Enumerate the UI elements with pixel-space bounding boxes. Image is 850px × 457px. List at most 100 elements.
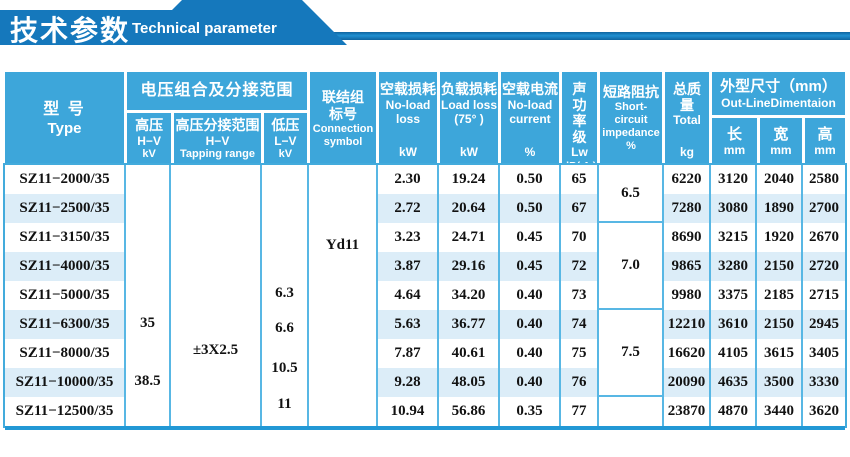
impedance-group: 7.0 — [599, 223, 662, 310]
table-cell: 76 — [561, 368, 597, 397]
table-cell: 75 — [571, 345, 587, 361]
col-impedance: 6.5 7.0 7.5 — [597, 165, 662, 426]
lv-value: 11 — [277, 396, 292, 412]
table-cell: 67 — [561, 194, 597, 223]
header-no-load-loss: 空载损耗 No-load loss kW — [376, 72, 437, 165]
table-cell: 20090 — [664, 368, 709, 397]
table-cell: 2580 — [809, 171, 839, 187]
table-cell: 19.24 — [451, 171, 486, 187]
tapping-value: ±3X2.5 — [192, 342, 239, 358]
type-cell: SZ11−12500/35 — [15, 403, 114, 419]
impedance-group-empty — [599, 397, 662, 426]
col-height: 2580 2700 2670 2720 2715 2945 3405 3330 … — [801, 165, 845, 426]
col-load-loss: 19.24 20.64 24.71 29.16 34.20 36.77 40.6… — [437, 165, 498, 426]
table-cell: 40.61 — [451, 345, 486, 361]
table-cell: 2.30 — [394, 171, 421, 187]
table-cell: 9.28 — [378, 368, 437, 397]
header-voltage-group: 电压组合及分接范围 高压 H−V kV 高压分接范围 H−V Tapping r… — [124, 72, 307, 165]
table-cell: 2670 — [809, 229, 839, 245]
table-cell: 12210 — [664, 310, 709, 339]
header-width: 宽 mm — [756, 118, 802, 165]
col-width: 2040 1890 1920 2150 2185 2150 3615 3500 … — [755, 165, 801, 426]
type-cell: SZ11−10000/35 — [5, 368, 124, 397]
table-cell: 4870 — [718, 403, 748, 419]
table-cell: 7280 — [664, 194, 709, 223]
header-connection-symbol: 联结组 标号 Connection symbol — [307, 72, 376, 165]
header-length: 长 mm — [723, 126, 746, 157]
table-cell: 3080 — [711, 194, 755, 223]
table-cell: 16620 — [667, 345, 706, 361]
header-hv: 高压 H−V kV — [135, 117, 164, 160]
table-cell: 0.40 — [500, 310, 559, 339]
header-total-weight: 总质量 Total kg — [662, 72, 709, 165]
col-hv-merged: 35 38.5 — [124, 165, 169, 426]
table-body: SZ11−2000/35 SZ11−2500/35 SZ11−3150/35 S… — [3, 163, 847, 428]
header-lv: 低压 L−V kV — [260, 113, 307, 165]
col-lv-merged: 6.3 6.6 10.5 11 — [260, 165, 307, 426]
type-cell: SZ11−5000/35 — [19, 287, 110, 303]
type-cell: SZ11−2500/35 — [5, 194, 124, 223]
table-cell: 3405 — [809, 345, 839, 361]
header-tapping-range: 高压分接范围 H−V Tapping range — [171, 113, 261, 165]
col-no-load-current: 0.50 0.50 0.45 0.45 0.40 0.40 0.40 0.40 … — [498, 165, 559, 426]
table-cell: 0.40 — [516, 287, 543, 303]
table-cell: 2185 — [764, 287, 794, 303]
table-cell: 3280 — [711, 252, 755, 281]
table-cell: 2150 — [757, 252, 801, 281]
table-cell: 34.20 — [451, 287, 486, 303]
table-cell: 9980 — [671, 287, 702, 303]
table-cell: 3500 — [757, 368, 801, 397]
table-cell: 2.72 — [378, 194, 437, 223]
table-cell: 77 — [571, 403, 587, 419]
table-cell: 3215 — [718, 229, 748, 245]
col-lw: 65 67 70 72 73 74 75 76 77 — [559, 165, 597, 426]
col-tapping-merged: ±3X2.5 — [169, 165, 260, 426]
col-connection-merged: Yd11 — [307, 165, 376, 426]
header-sound-power-level: 声功率级 Lw dB( A ) — [559, 72, 597, 172]
header-height: 高 mm — [801, 118, 845, 165]
table-cell: 7.87 — [394, 345, 421, 361]
table-cell: 4635 — [711, 368, 755, 397]
page-subtitle: Technical parameter — [132, 20, 277, 37]
table-cell: 36.77 — [439, 310, 498, 339]
table-cell: 0.50 — [516, 171, 543, 187]
table-cell: 0.40 — [516, 345, 543, 361]
table-cell: 1890 — [757, 194, 801, 223]
table-cell: 4105 — [718, 345, 748, 361]
table-cell: 0.45 — [500, 252, 559, 281]
table-cell: 3120 — [718, 171, 748, 187]
type-cell: SZ11−4000/35 — [5, 252, 124, 281]
header-dimension-group: 外型尺寸（mm） Out-LineDimentaion 长 mm 宽 mm 高 … — [709, 72, 845, 165]
table-cell: 2700 — [803, 194, 845, 223]
table-cell: 2945 — [803, 310, 845, 339]
type-cell: SZ11−6300/35 — [5, 310, 124, 339]
table-cell: 10.94 — [390, 403, 425, 419]
table-cell: 5.63 — [378, 310, 437, 339]
type-cell: SZ11−3150/35 — [19, 229, 110, 245]
col-total-weight: 6220 7280 8690 9865 9980 12210 16620 200… — [662, 165, 709, 426]
table-cell: 0.35 — [516, 403, 543, 419]
col-type: SZ11−2000/35 SZ11−2500/35 SZ11−3150/35 S… — [5, 165, 124, 426]
table-cell: 0.50 — [500, 194, 559, 223]
header-load-loss: 负载损耗 Load loss (75° ) kW — [437, 72, 498, 165]
table-cell: 3440 — [764, 403, 794, 419]
table-cell: 3.23 — [394, 229, 421, 245]
table-header: 型 号 Type 电压组合及分接范围 高压 H−V kV 高压分接范围 H−V … — [5, 72, 845, 172]
hv-value: 35 — [140, 315, 155, 331]
table-cell: 2040 — [764, 171, 794, 187]
table-cell: 1920 — [764, 229, 794, 245]
table-cell: 48.05 — [439, 368, 498, 397]
table-cell: 3610 — [711, 310, 755, 339]
table-cell: 3.87 — [378, 252, 437, 281]
table-bottom-border — [5, 426, 845, 430]
table-cell: 2720 — [803, 252, 845, 281]
table-cell: 20.64 — [439, 194, 498, 223]
table-cell: 72 — [561, 252, 597, 281]
table-cell: 74 — [561, 310, 597, 339]
table-cell: 65 — [571, 171, 587, 187]
col-no-load-loss: 2.30 2.72 3.23 3.87 4.64 5.63 7.87 9.28 … — [376, 165, 437, 426]
table-cell: 70 — [571, 229, 587, 245]
table-cell: 0.45 — [516, 229, 543, 245]
table-cell: 73 — [571, 287, 587, 303]
table-cell: 56.86 — [451, 403, 486, 419]
